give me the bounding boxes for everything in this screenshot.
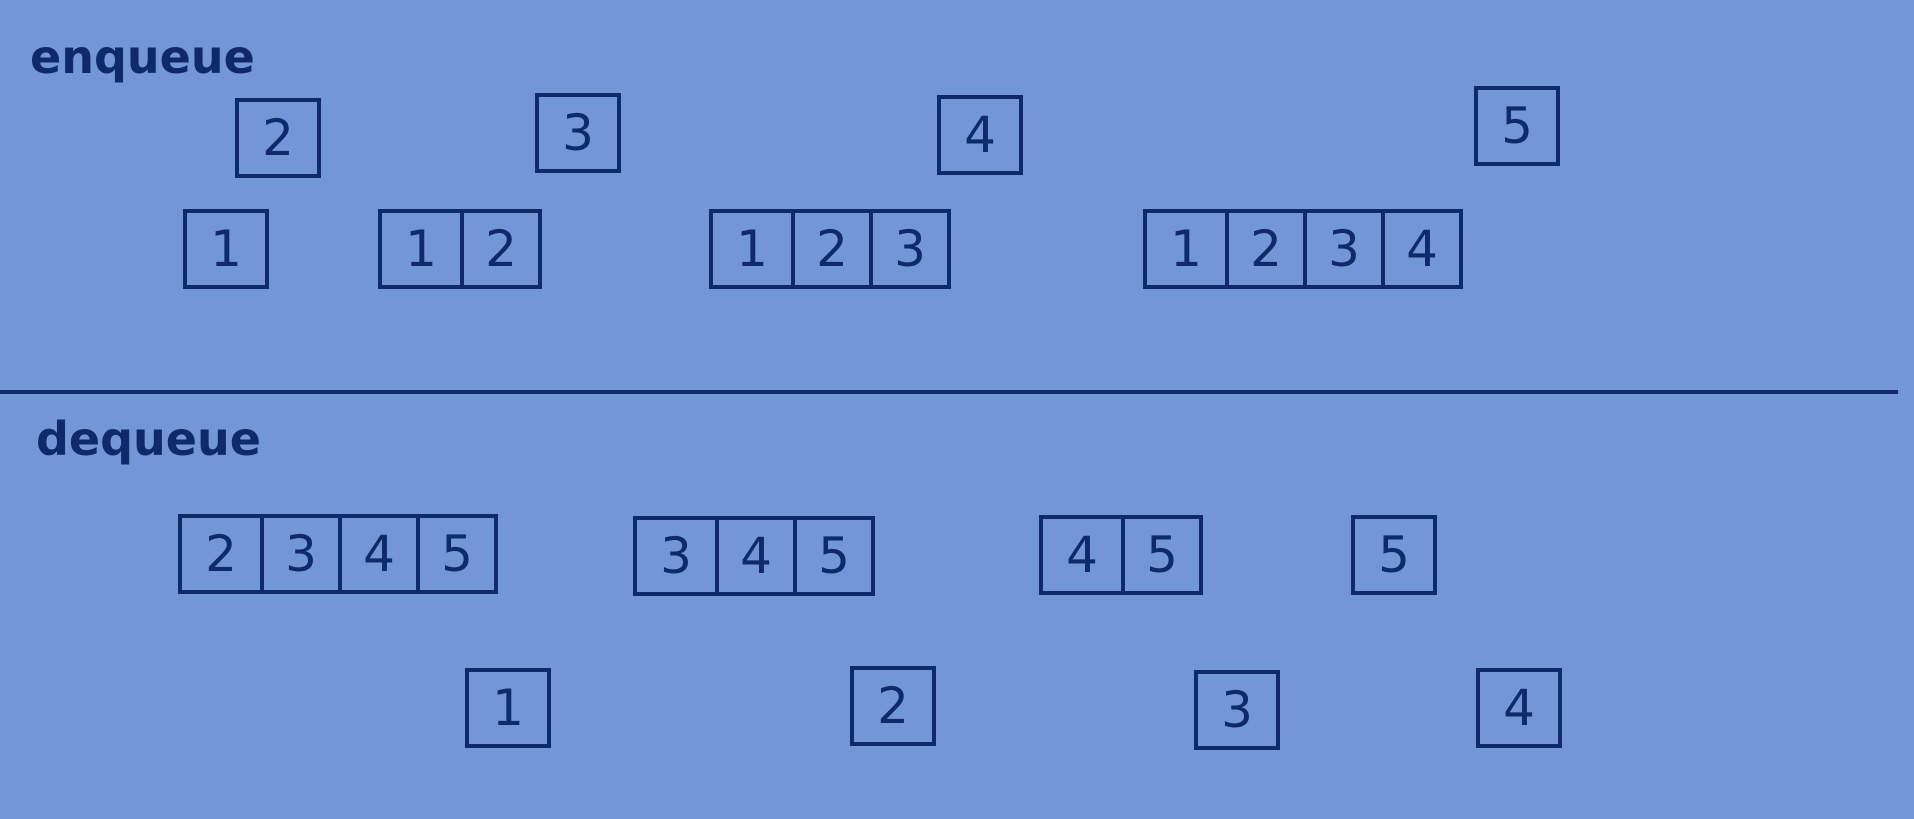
queue-cell: 5: [1378, 526, 1410, 584]
queue-cell: 5: [793, 520, 871, 592]
queue-cell: 2: [791, 213, 869, 285]
queue-cell: 3: [260, 518, 338, 590]
queue-cell: 3: [1221, 681, 1253, 739]
enqueue-incoming-box: 2: [235, 98, 321, 178]
dequeue-queue-state: 4 5: [1039, 515, 1203, 595]
queue-cell: 5: [1501, 97, 1533, 155]
queue-cell: 1: [492, 679, 524, 737]
dequeue-queue-state: 5: [1351, 515, 1437, 595]
queue-cell: 2: [205, 525, 237, 583]
queue-cell: 3: [1303, 213, 1381, 285]
queue-cell: 1: [210, 220, 242, 278]
queue-cell: 2: [1225, 213, 1303, 285]
enqueue-title: enqueue: [30, 30, 255, 84]
enqueue-incoming-box: 4: [937, 95, 1023, 175]
queue-cell: 4: [338, 518, 416, 590]
queue-cell: 3: [562, 104, 594, 162]
dequeue-outgoing-box: 2: [850, 666, 936, 746]
queue-cell: 4: [1503, 679, 1535, 737]
queue-cell: 4: [1381, 213, 1459, 285]
dequeue-title: dequeue: [36, 412, 261, 466]
dequeue-outgoing-box: 4: [1476, 668, 1562, 748]
queue-cell: 5: [416, 518, 494, 590]
dequeue-queue-state: 2 3 4 5: [178, 514, 498, 594]
queue-cell: 4: [964, 106, 996, 164]
queue-cell: 2: [460, 213, 538, 285]
dequeue-outgoing-box: 3: [1194, 670, 1280, 750]
queue-cell: 1: [405, 220, 437, 278]
enqueue-queue-state: 1 2 3: [709, 209, 951, 289]
enqueue-incoming-box: 3: [535, 93, 621, 173]
enqueue-queue-state: 1: [183, 209, 269, 289]
section-divider: [0, 390, 1898, 394]
queue-cell: 4: [715, 520, 793, 592]
queue-cell: 4: [1066, 526, 1098, 584]
queue-cell: 2: [877, 677, 909, 735]
queue-cell: 3: [660, 527, 692, 585]
dequeue-queue-state: 3 4 5: [633, 516, 875, 596]
enqueue-queue-state: 1 2 3 4: [1143, 209, 1463, 289]
queue-cell: 3: [869, 213, 947, 285]
queue-cell: 1: [1170, 220, 1202, 278]
enqueue-queue-state: 1 2: [378, 209, 542, 289]
queue-cell: 1: [736, 220, 768, 278]
queue-cell: 5: [1121, 519, 1199, 591]
queue-cell: 2: [262, 109, 294, 167]
dequeue-outgoing-box: 1: [465, 668, 551, 748]
enqueue-incoming-box: 5: [1474, 86, 1560, 166]
